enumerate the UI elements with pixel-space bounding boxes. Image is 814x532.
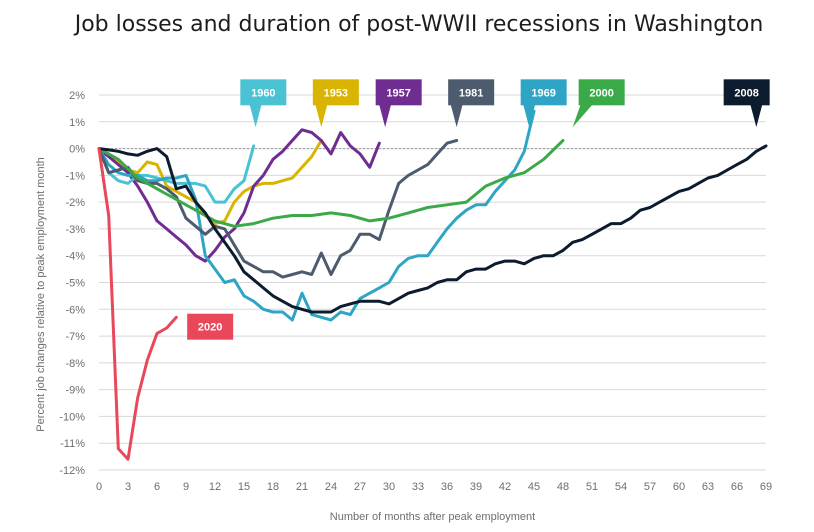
series-line-1953: [97, 139, 323, 226]
callout-box: [578, 79, 625, 106]
series-line-1960: [97, 144, 256, 204]
y-tick-label: -1%: [65, 170, 85, 182]
y-tick-label: 0%: [69, 144, 85, 156]
callout-box: [312, 79, 359, 106]
series-line-2000: [97, 139, 565, 228]
y-tick-label: -12%: [59, 465, 85, 477]
callout-pointer: [523, 104, 536, 128]
callout-label: 2008: [734, 87, 758, 99]
x-tick-label: 12: [209, 481, 221, 493]
series-line-1957: [97, 128, 381, 263]
x-tick-label: 0: [96, 481, 102, 493]
series-lines: [97, 109, 768, 461]
series-line-1969: [97, 109, 536, 322]
x-tick-label: 57: [644, 481, 656, 493]
x-axis-ticks: 0 3 6 9 12 15 18 21 24 27 30 33 36 39 42 45 48 51 54 57 60 63…: [96, 481, 772, 493]
x-tick-label: 27: [354, 481, 366, 493]
x-tick-label: 51: [586, 481, 598, 493]
callout-pointer: [249, 104, 262, 128]
callout-pointer: [315, 104, 328, 128]
x-tick-label: 48: [557, 481, 569, 493]
series-line-1981: [97, 139, 459, 279]
y-tick-label: 1%: [69, 117, 85, 129]
y-axis-ticks: 2% 1% 0% -1% -2% -3% -4% -5% -6% -7% -8% -9% -10% -11…: [59, 90, 85, 477]
callout-pointer: [572, 104, 593, 128]
y-tick-label: -8%: [65, 358, 85, 370]
callout-box: [723, 79, 770, 106]
y-tick-label: -4%: [65, 251, 85, 263]
callout-2000: 2000: [572, 79, 625, 128]
callout-2008: 2008: [723, 79, 770, 128]
y-tick-label: -11%: [60, 438, 85, 450]
x-tick-label: 18: [267, 481, 279, 493]
callout-1960: 1960: [240, 79, 287, 128]
callout-label: 1981: [459, 87, 483, 99]
x-tick-label: 30: [383, 481, 395, 493]
y-tick-label: -2%: [65, 197, 85, 209]
x-tick-label: 33: [412, 481, 424, 493]
callout-label: 1953: [324, 87, 348, 99]
callout-box: [375, 79, 422, 106]
x-tick-label: 21: [296, 481, 308, 493]
series-line-2020: [97, 147, 178, 461]
y-tick-label: -7%: [65, 331, 85, 343]
callout-label: 2020: [198, 322, 222, 334]
x-tick-label: 63: [702, 481, 714, 493]
callout-1969: 1969: [520, 79, 567, 128]
gridlines: [99, 94, 766, 471]
x-tick-label: 36: [441, 481, 453, 493]
callout-2020: 2020: [187, 313, 234, 340]
y-tick-label: -10%: [59, 411, 85, 423]
x-tick-label: 24: [325, 481, 337, 493]
callout-label: 1960: [251, 87, 275, 99]
x-tick-label: 69: [760, 481, 772, 493]
series-line-2008: [97, 144, 768, 314]
callout-box: [187, 313, 234, 340]
x-tick-label: 39: [470, 481, 482, 493]
x-tick-label: 9: [183, 481, 189, 493]
x-tick-label: 15: [238, 481, 250, 493]
y-tick-label: 2%: [69, 90, 85, 102]
callout-box: [520, 79, 567, 106]
y-axis-label: Percent job changes relative to peak emp…: [35, 157, 47, 432]
y-tick-label: -9%: [65, 385, 85, 397]
chart-title: Job losses and duration of post-WWII rec…: [74, 12, 764, 37]
x-tick-label: 6: [154, 481, 160, 493]
callout-pointer: [750, 104, 763, 128]
callout-1981: 1981: [448, 79, 495, 128]
x-tick-label: 45: [528, 481, 540, 493]
callout-label: 1957: [386, 87, 410, 99]
callout-pointer: [450, 104, 463, 128]
x-tick-label: 66: [731, 481, 743, 493]
callout-box: [240, 79, 287, 106]
y-tick-label: -5%: [65, 278, 85, 290]
callout-label: 2000: [589, 87, 613, 99]
x-tick-label: 54: [615, 481, 627, 493]
callout-1953: 1953: [312, 79, 359, 128]
callout-pointer: [188, 319, 189, 334]
y-tick-label: -6%: [65, 304, 85, 316]
x-axis-label: Number of months after peak employment: [330, 511, 535, 523]
x-tick-label: 42: [499, 481, 511, 493]
callout-pointer: [379, 104, 392, 128]
callout-label: 1969: [531, 87, 555, 99]
x-tick-label: 60: [673, 481, 685, 493]
y-tick-label: -3%: [65, 224, 85, 236]
x-tick-label: 3: [125, 481, 131, 493]
callout-box: [448, 79, 495, 106]
series-callouts: 1960 1953 1957 1981 1969 2000 2008 2020: [187, 79, 770, 340]
callout-1957: 1957: [375, 79, 422, 128]
